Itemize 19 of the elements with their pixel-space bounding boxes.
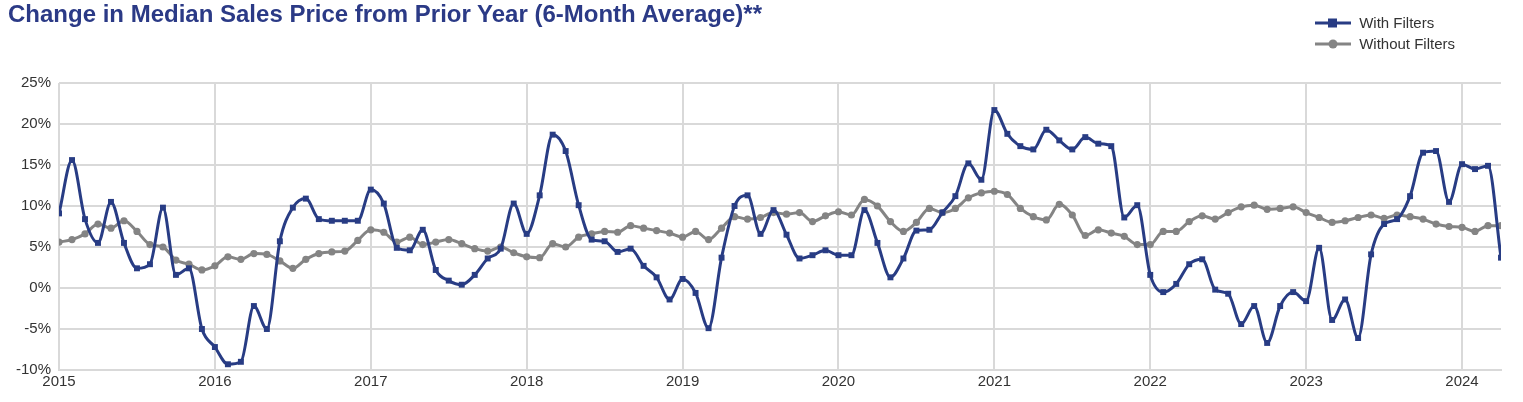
legend-label: Without Filters — [1359, 34, 1455, 54]
y-tick-label: 0% — [29, 278, 52, 296]
y-tick-label: 15% — [20, 155, 52, 173]
x-tick-label: 2020 — [821, 372, 856, 390]
y-tick-label: 20% — [20, 114, 52, 132]
x-tick-label: 2019 — [665, 372, 700, 390]
y-tick-label: 25% — [20, 73, 52, 91]
x-tick-label: 2021 — [977, 372, 1012, 390]
x-tick-label: 2024 — [1445, 372, 1479, 390]
legend-label: With Filters — [1359, 13, 1435, 33]
y-tick-label: -5% — [24, 319, 52, 337]
x-tick-label: 2022 — [1133, 372, 1167, 390]
x-tick-label: 2023 — [1289, 372, 1323, 390]
x-tick-label: 2018 — [510, 372, 544, 390]
y-tick-label: 5% — [29, 237, 52, 255]
chart-title: Change in Median Sales Price from Prior Year (6-Month Average)** — [8, 0, 762, 29]
y-tick-label: 10% — [20, 196, 52, 214]
x-tick-label: 2016 — [198, 372, 232, 390]
x-tick-label: 2017 — [354, 372, 388, 390]
